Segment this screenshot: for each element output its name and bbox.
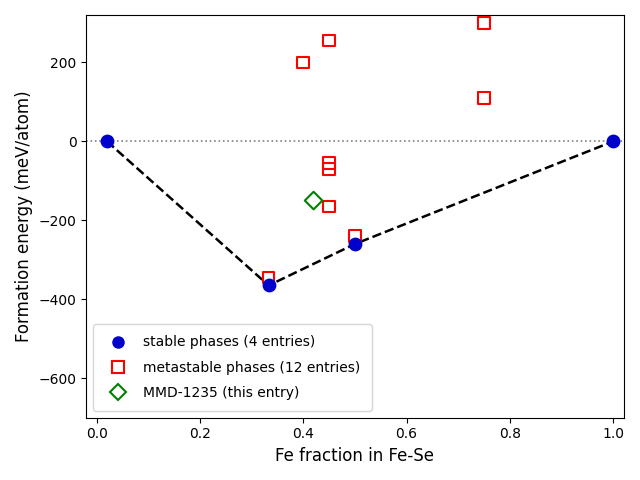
Legend: stable phases (4 entries), metastable phases (12 entries), MMD-1235 (this entry): stable phases (4 entries), metastable ph… — [93, 324, 372, 411]
Point — [324, 159, 334, 167]
Point — [479, 94, 489, 102]
Point — [479, 19, 489, 27]
Y-axis label: Formation energy (meV/atom): Formation energy (meV/atom) — [15, 91, 33, 342]
Point — [324, 203, 334, 210]
Point — [102, 137, 112, 145]
Point — [298, 59, 308, 66]
Point — [608, 137, 618, 145]
Point — [350, 232, 360, 240]
Point — [264, 274, 274, 281]
Point — [308, 197, 319, 204]
X-axis label: Fe fraction in Fe-Se: Fe fraction in Fe-Se — [275, 447, 435, 465]
Point — [324, 37, 334, 45]
Point — [350, 240, 360, 248]
Point — [264, 282, 274, 289]
Point — [324, 165, 334, 173]
